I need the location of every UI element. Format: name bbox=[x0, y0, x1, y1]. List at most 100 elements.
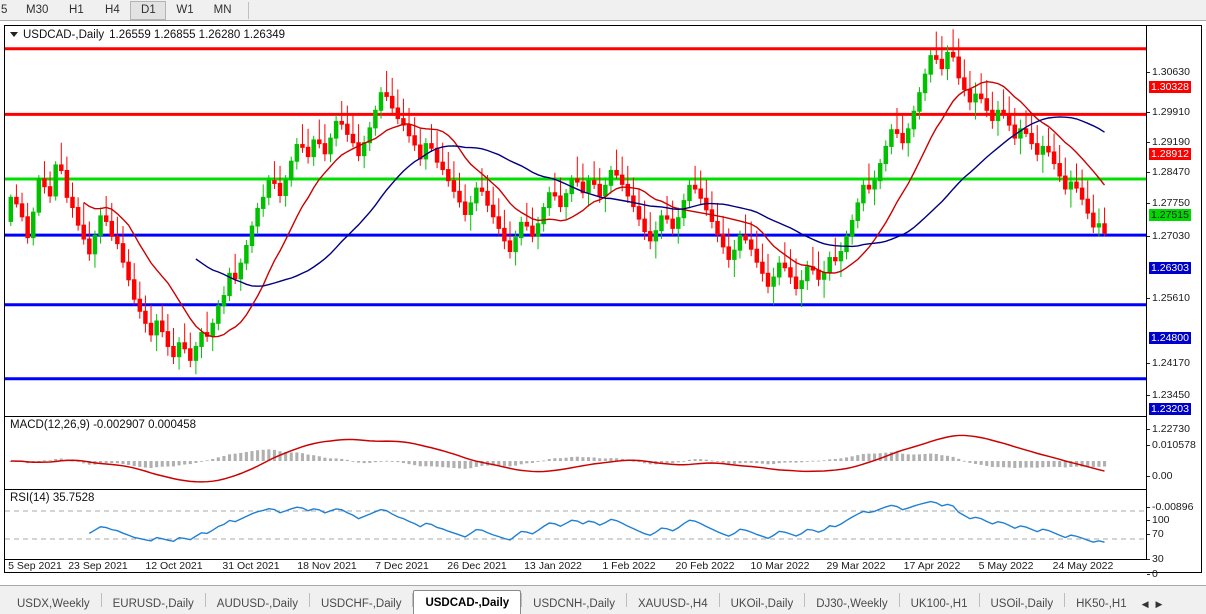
symbol-tab-usdcaddaily[interactable]: USDCAD-,Daily bbox=[413, 590, 522, 614]
tick-mark bbox=[1147, 394, 1150, 396]
macd-histogram-bar bbox=[457, 461, 462, 469]
chevron-down-icon[interactable] bbox=[10, 32, 18, 37]
price-level-badge[interactable]: 1.30328 bbox=[1147, 81, 1202, 93]
symbol-tab-uk100h1[interactable]: UK100-,H1 bbox=[910, 597, 968, 610]
price-level-badge[interactable]: 1.23203 bbox=[1147, 403, 1202, 415]
candle bbox=[782, 242, 788, 272]
price-pane[interactable] bbox=[5, 26, 1146, 415]
price-axis-tick: 1.28470 bbox=[1147, 166, 1202, 178]
candle bbox=[31, 207, 36, 246]
macd-histogram-bar bbox=[502, 461, 506, 467]
macd-histogram-bar bbox=[312, 455, 316, 462]
macd-histogram-bar bbox=[715, 461, 720, 462]
rsi-label: RSI(14) 35.7528 bbox=[10, 492, 95, 504]
candle bbox=[210, 318, 215, 352]
macd-histogram-bar bbox=[687, 459, 692, 462]
candle bbox=[373, 105, 378, 136]
rsi-pane[interactable]: RSI(14) 35.7528 bbox=[5, 489, 1146, 560]
macd-histogram-bar bbox=[244, 452, 248, 462]
candle bbox=[36, 175, 42, 216]
candle bbox=[1096, 208, 1102, 237]
macd-histogram-bar bbox=[1052, 461, 1056, 467]
macd-histogram-bar bbox=[615, 458, 619, 462]
price-level-badge[interactable]: 1.28912 bbox=[1147, 148, 1202, 160]
price-scale[interactable]: 1.30630 1.30328 1.29910 1.29190 1.28912 1.284… bbox=[1146, 26, 1202, 580]
candle bbox=[1006, 96, 1012, 132]
macd-histogram-bar bbox=[592, 457, 596, 462]
candle bbox=[451, 161, 457, 199]
macd-histogram-bar bbox=[328, 458, 333, 462]
timeframe-button-w1[interactable]: W1 bbox=[176, 4, 194, 16]
macd-histogram-bar bbox=[1097, 461, 1101, 467]
tab-scroll-arrows[interactable]: ◀ ▶ bbox=[1138, 599, 1169, 614]
chart-frame[interactable]: MACD(12,26,9) -0.002907 0.000458 RSI(14)… bbox=[4, 25, 1202, 580]
price-level-badge[interactable]: 1.27515 bbox=[1147, 209, 1202, 221]
price-label: 100 bbox=[1152, 514, 1170, 526]
candle bbox=[143, 295, 148, 333]
candle bbox=[866, 163, 872, 194]
macd-histogram-bar bbox=[340, 458, 344, 462]
macd-histogram-bar bbox=[800, 461, 804, 463]
symbol-tab-audusddaily[interactable]: AUDUSD-,Daily bbox=[216, 597, 298, 610]
tick-mark bbox=[1147, 235, 1150, 237]
scroll-left-icon[interactable]: ◀ bbox=[1141, 599, 1149, 609]
macd-histogram-bar bbox=[968, 461, 972, 463]
symbol-tab-usoildaily[interactable]: USOil-,Daily bbox=[990, 597, 1054, 610]
timeframe-button-d1[interactable]: D1 bbox=[130, 0, 167, 20]
symbol-tab-eurusddaily[interactable]: EURUSD-,Daily bbox=[112, 597, 194, 610]
candle bbox=[457, 172, 462, 208]
price-axis-tick: 0.010578 bbox=[1147, 439, 1202, 451]
symbol-tab-usdchfdaily[interactable]: USDCHF-,Daily bbox=[320, 597, 402, 610]
price-axis-tick: 1.22730 bbox=[1147, 423, 1202, 435]
price-axis-tick: 1.23450 bbox=[1147, 389, 1202, 401]
timeframe-button-h1[interactable]: H1 bbox=[69, 4, 84, 16]
symbol-header: USDCAD-,Daily 1.26559 1.26855 1.26280 1.… bbox=[5, 26, 285, 43]
timeframe-button-h4[interactable]: H4 bbox=[105, 4, 120, 16]
macd-histogram-bar bbox=[99, 461, 103, 464]
candle bbox=[698, 170, 703, 206]
candle bbox=[8, 194, 14, 227]
candle bbox=[709, 191, 715, 229]
symbol-tab-usdcnhdaily[interactable]: USDCNH-,Daily bbox=[533, 597, 615, 610]
candle bbox=[1057, 145, 1062, 183]
symbol-tab-dj30weekly[interactable]: DJ30-,Weekly bbox=[816, 597, 888, 610]
symbol-tab-hk50h1[interactable]: HK50-,H1 bbox=[1076, 597, 1127, 610]
candle bbox=[821, 260, 827, 298]
price-axis-tick: 0.00 bbox=[1147, 470, 1202, 482]
candle bbox=[53, 161, 58, 201]
macd-histogram-bar bbox=[917, 454, 921, 462]
macd-histogram-bar bbox=[497, 461, 501, 466]
symbol-tab-ukoildaily[interactable]: UKOil-,Daily bbox=[730, 597, 794, 610]
candle bbox=[939, 36, 945, 76]
price-level-badge[interactable]: 1.26303 bbox=[1147, 262, 1202, 274]
macd-histogram-bar bbox=[676, 461, 680, 463]
candle bbox=[406, 107, 412, 143]
symbol-tab-usdxweekly[interactable]: USDX,Weekly bbox=[17, 597, 90, 610]
candle bbox=[490, 186, 496, 224]
timeframe-button-5[interactable]: 5 bbox=[1, 4, 8, 16]
macd-histogram-bar bbox=[115, 461, 119, 464]
time-axis-label: 13 Jan 2022 bbox=[524, 560, 582, 572]
time-axis[interactable]: 5 Sep 2021 23 Sep 2021 12 Oct 2021 31 Oct 2… bbox=[5, 559, 1201, 572]
candle bbox=[692, 165, 698, 194]
price-level-badge[interactable]: 1.24800 bbox=[1147, 332, 1202, 344]
macd-histogram-bar bbox=[289, 452, 293, 462]
price-axis-tick: 1.29190 bbox=[1147, 136, 1202, 148]
candle bbox=[25, 202, 30, 244]
candle bbox=[575, 156, 580, 187]
candle bbox=[412, 117, 417, 152]
price-axis-tick: 1.25610 bbox=[1147, 292, 1202, 304]
macd-histogram-bar bbox=[188, 461, 192, 465]
price-axis-tick: 1.27030 bbox=[1147, 230, 1202, 242]
candle bbox=[1102, 207, 1107, 237]
price-axis-tick: 1.29910 bbox=[1147, 106, 1202, 118]
price-label: 1.24800 bbox=[1149, 332, 1191, 344]
macd-histogram-bar bbox=[317, 456, 321, 462]
macd-pane[interactable]: MACD(12,26,9) -0.002907 0.000458 bbox=[5, 416, 1146, 488]
price-axis-tick: 1.27750 bbox=[1147, 197, 1202, 209]
scroll-right-icon[interactable]: ▶ bbox=[1155, 599, 1163, 609]
macd-histogram-bar bbox=[536, 461, 540, 462]
timeframe-button-mn[interactable]: MN bbox=[213, 4, 232, 16]
timeframe-button-m30[interactable]: M30 bbox=[26, 4, 49, 16]
symbol-tab-xauusdh4[interactable]: XAUUSD-,H4 bbox=[637, 597, 708, 610]
